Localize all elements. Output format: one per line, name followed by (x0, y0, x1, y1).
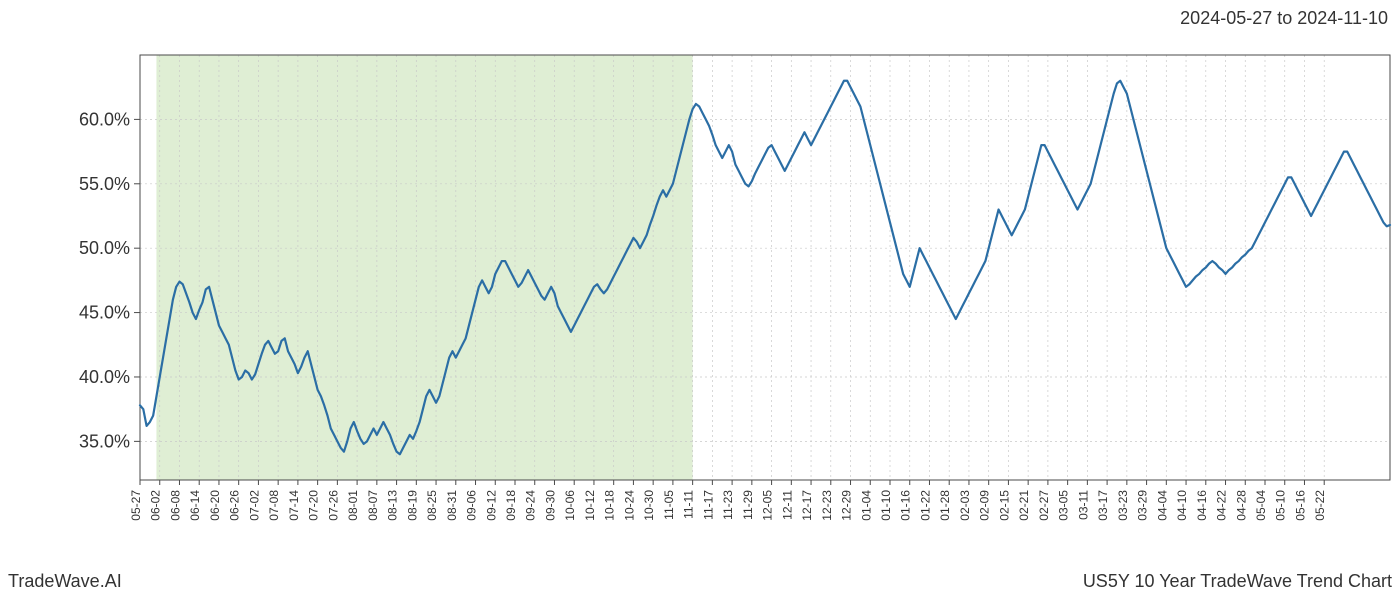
x-tick-label: 09-12 (484, 490, 498, 521)
x-tick-label: 04-28 (1234, 490, 1248, 521)
x-tick-label: 05-10 (1274, 490, 1288, 521)
x-tick-label: 09-24 (524, 490, 538, 521)
x-tick-label: 08-01 (346, 490, 360, 521)
x-tick-label: 01-16 (899, 490, 913, 521)
highlight-band (156, 55, 692, 480)
x-tick-label: 07-08 (267, 490, 281, 521)
y-tick-label: 50.0% (79, 238, 130, 258)
y-tick-label: 35.0% (79, 431, 130, 451)
x-tick-label: 08-13 (386, 490, 400, 521)
x-tick-label: 11-29 (741, 490, 755, 520)
x-tick-label: 07-02 (247, 490, 261, 521)
x-tick-label: 02-09 (978, 490, 992, 521)
x-tick-label: 01-10 (879, 490, 893, 521)
x-tick-label: 11-05 (662, 490, 676, 520)
x-tick-label: 12-11 (780, 490, 794, 520)
x-tick-label: 06-20 (208, 490, 222, 521)
x-tick-label: 10-06 (563, 490, 577, 521)
x-tick-label: 05-04 (1254, 490, 1268, 521)
x-tick-label: 02-03 (958, 490, 972, 521)
x-tick-label: 03-17 (1096, 490, 1110, 521)
x-tick-label: 07-14 (287, 490, 301, 521)
y-tick-label: 55.0% (79, 174, 130, 194)
x-tick-label: 03-05 (1057, 490, 1071, 521)
x-tick-label: 03-23 (1116, 490, 1130, 521)
footer-title: US5Y 10 Year TradeWave Trend Chart (1083, 571, 1392, 592)
x-tick-label: 12-23 (820, 490, 834, 521)
x-tick-label: 12-17 (800, 490, 814, 521)
x-tick-label: 10-24 (622, 490, 636, 521)
x-tick-label: 01-04 (859, 490, 873, 521)
y-tick-label: 40.0% (79, 367, 130, 387)
x-tick-label: 01-28 (938, 490, 952, 521)
x-tick-label: 04-04 (1155, 490, 1169, 521)
x-tick-label: 02-27 (1037, 490, 1051, 521)
x-tick-label: 05-27 (129, 490, 143, 521)
y-tick-label: 45.0% (79, 303, 130, 323)
x-tick-label: 04-10 (1175, 490, 1189, 521)
trend-chart: 35.0% 40.0% 45.0% 50.0% 55.0% 60.0% 05-27 06-02… (0, 0, 1400, 600)
x-tick-label: 05-16 (1293, 490, 1307, 521)
x-tick-label: 11-11 (682, 490, 696, 519)
x-tick-label: 10-12 (583, 490, 597, 521)
x-tick-label: 05-22 (1313, 490, 1327, 521)
x-tick-label: 08-31 (445, 490, 459, 521)
x-tick-label: 06-14 (188, 490, 202, 521)
x-tick-label: 09-30 (543, 490, 557, 521)
x-tick-label: 08-25 (425, 490, 439, 521)
footer-brand: TradeWave.AI (8, 571, 122, 592)
chart-container: 2024-05-27 to 2024-11-10 35.0%40.0%45.0%… (0, 0, 1400, 600)
x-tick-label: 08-07 (366, 490, 380, 521)
x-tick-label: 09-06 (465, 490, 479, 521)
x-tick-label: 06-26 (228, 490, 242, 521)
x-tick-label: 01-22 (918, 490, 932, 521)
x-tick-label: 02-15 (997, 490, 1011, 521)
x-tick-label: 04-16 (1195, 490, 1209, 521)
y-tick-label: 60.0% (79, 109, 130, 129)
x-tick-label: 03-11 (1076, 490, 1090, 520)
x-tick-label: 06-08 (168, 490, 182, 521)
x-tick-label: 11-23 (721, 490, 735, 520)
x-tick-label: 09-18 (504, 490, 518, 521)
x-tick-label: 10-30 (642, 490, 656, 521)
x-tick-label: 06-02 (149, 490, 163, 521)
x-tick-label: 08-19 (405, 490, 419, 521)
x-tick-label: 12-05 (761, 490, 775, 521)
x-tick-label: 10-18 (603, 490, 617, 521)
x-tick-label: 11-17 (701, 490, 715, 520)
x-tick-label: 03-29 (1136, 490, 1150, 521)
x-tick-label: 07-20 (307, 490, 321, 521)
x-tick-label: 07-26 (326, 490, 340, 521)
x-tick-label: 12-29 (840, 490, 854, 521)
x-tick-label: 02-21 (1017, 490, 1031, 521)
x-tick-label: 04-22 (1215, 490, 1229, 521)
